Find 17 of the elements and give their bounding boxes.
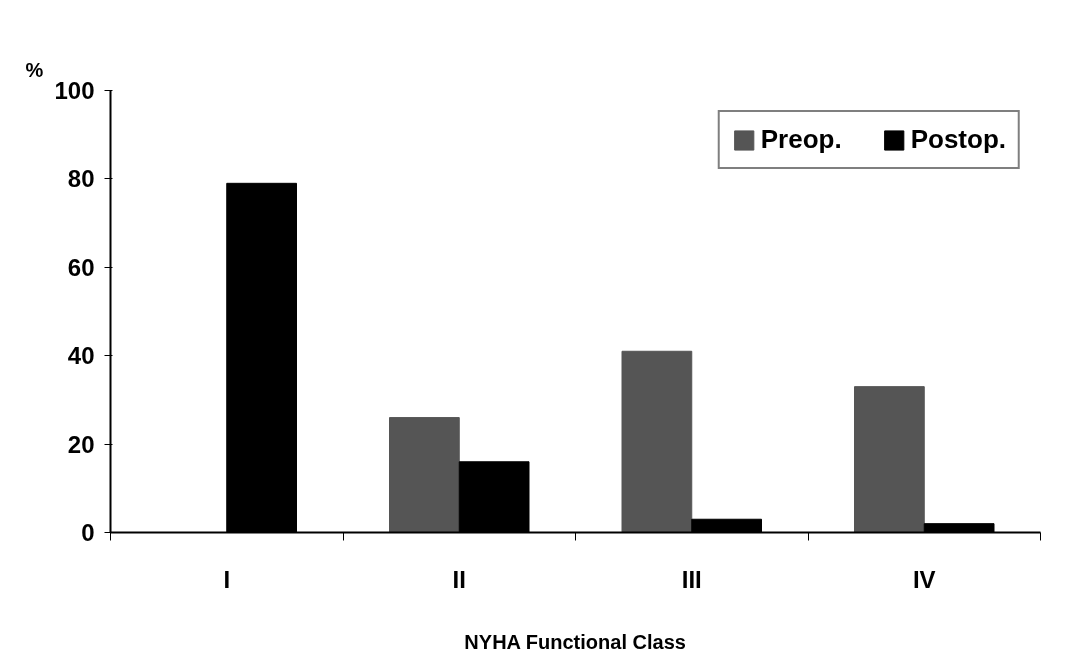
y-axis-title: % [25, 58, 44, 81]
bar [389, 417, 460, 533]
y-tick-label: 0 [81, 519, 95, 546]
legend-label: Preop. [760, 124, 842, 155]
x-tick-label: II [452, 565, 466, 593]
x-tick-label: III [681, 565, 702, 593]
bar [854, 386, 925, 533]
legend-label: Postop. [910, 124, 1006, 155]
y-tick-label: 20 [67, 430, 95, 458]
x-axis-title: NYHA Functional Class [464, 630, 686, 653]
y-tick-label: 80 [67, 165, 95, 193]
bar [621, 350, 693, 533]
x-tick-label: I [223, 565, 231, 593]
y-tick-label: 100 [54, 77, 95, 104]
y-tick-label: 40 [67, 342, 95, 370]
y-tick-label: 60 [67, 253, 95, 281]
x-tick-label: IV [912, 565, 936, 593]
